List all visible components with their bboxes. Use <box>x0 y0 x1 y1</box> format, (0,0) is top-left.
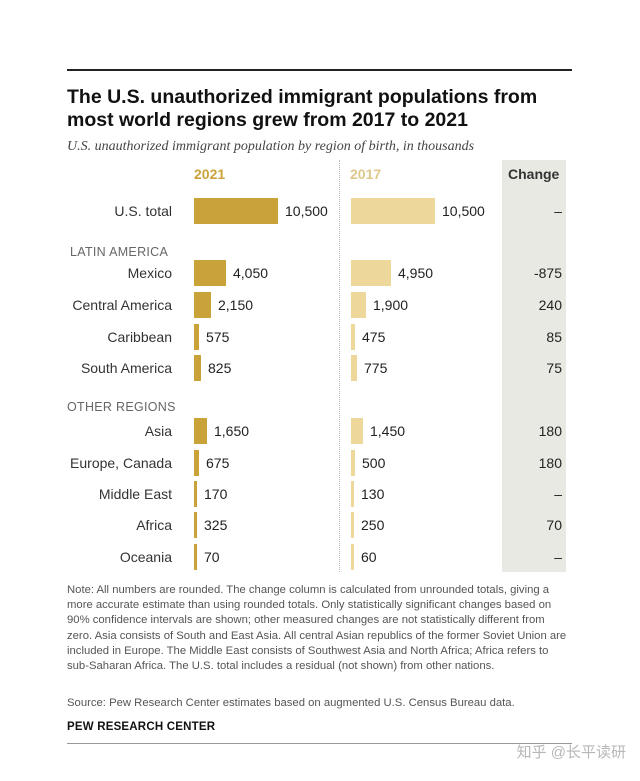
watermark: 知乎 @长平读研 <box>516 744 626 761</box>
table-row: Middle East 170 130 – <box>0 481 640 507</box>
value-label-2017: 1,900 <box>373 297 409 313</box>
region-label: Middle East <box>98 486 172 502</box>
value-label-2021: 170 <box>204 486 228 502</box>
table-row: Africa 325 250 70 <box>0 512 640 538</box>
bar-2017 <box>351 198 435 224</box>
publisher-name: PEW RESEARCH CENTER <box>67 721 216 733</box>
bar-2021 <box>194 418 207 444</box>
table-row: Caribbean 575 475 85 <box>0 324 640 350</box>
bar-2017 <box>351 324 355 350</box>
value-label-2017: 250 <box>361 517 385 533</box>
table-row: Mexico 4,050 4,950 -875 <box>0 260 640 286</box>
column-header-2021: 2021 <box>194 166 226 182</box>
column-header-2017: 2017 <box>350 166 382 182</box>
bar-2017 <box>351 544 354 570</box>
value-label-2021: 10,500 <box>285 203 328 219</box>
change-value: – <box>554 549 562 565</box>
change-value: 85 <box>546 329 562 345</box>
region-label: Central America <box>72 297 172 313</box>
change-column-background <box>502 160 566 572</box>
change-value: – <box>554 203 562 219</box>
chart-source: Source: Pew Research Center estimates ba… <box>67 697 515 709</box>
value-label-2017: 775 <box>364 360 388 376</box>
bar-2021 <box>194 198 278 224</box>
region-label: U.S. total <box>114 203 172 219</box>
value-label-2017: 475 <box>362 329 386 345</box>
bar-2017 <box>351 260 391 286</box>
chart-title: The U.S. unauthorized immigrant populati… <box>67 86 538 131</box>
bar-2021 <box>194 544 197 570</box>
bar-2017 <box>351 418 363 444</box>
value-label-2017: 130 <box>361 486 385 502</box>
bar-2021 <box>194 292 211 318</box>
value-label-2021: 825 <box>208 360 232 376</box>
column-header-change: Change <box>508 166 560 182</box>
table-row: Oceania 70 60 – <box>0 544 640 570</box>
change-value: -875 <box>533 265 562 281</box>
chart-note: Note: All numbers are rounded. The chang… <box>67 584 567 673</box>
region-label: Asia <box>144 423 172 439</box>
table-row: South America 825 775 75 <box>0 355 640 381</box>
region-label: Caribbean <box>107 329 172 345</box>
value-label-2021: 2,150 <box>218 297 254 313</box>
value-label-2021: 325 <box>204 517 228 533</box>
column-divider <box>339 160 340 572</box>
region-label: Europe, Canada <box>70 455 172 471</box>
bar-2021 <box>194 260 226 286</box>
value-label-2021: 1,650 <box>214 423 250 439</box>
chart-subtitle: U.S. unauthorized immigrant population b… <box>67 139 475 154</box>
bar-2017 <box>351 512 354 538</box>
change-value: 75 <box>546 360 562 376</box>
bar-2021 <box>194 481 197 507</box>
change-value: 180 <box>538 455 562 471</box>
value-label-2021: 675 <box>206 455 230 471</box>
table-row: U.S. total 10,500 10,500 – <box>0 198 640 224</box>
bar-2021 <box>194 355 201 381</box>
region-label: Oceania <box>119 549 172 565</box>
top-rule <box>67 69 572 71</box>
change-value: 70 <box>546 517 562 533</box>
bottom-rule <box>67 743 572 744</box>
value-label-2017: 10,500 <box>442 203 485 219</box>
value-label-2017: 1,450 <box>370 423 406 439</box>
value-label-2017: 4,950 <box>398 265 434 281</box>
bar-2021 <box>194 450 199 476</box>
section-label: LATIN AMERICA <box>70 245 169 259</box>
table-row: Asia 1,650 1,450 180 <box>0 418 640 444</box>
value-label-2017: 500 <box>362 455 386 471</box>
bar-2017 <box>351 481 354 507</box>
bar-2021 <box>194 512 197 538</box>
region-label: Africa <box>136 517 172 533</box>
section-label: OTHER REGIONS <box>67 400 176 414</box>
bar-2017 <box>351 292 366 318</box>
table-row: Europe, Canada 675 500 180 <box>0 450 640 476</box>
region-label: Mexico <box>127 265 172 281</box>
value-label-2021: 70 <box>204 549 220 565</box>
value-label-2021: 575 <box>206 329 230 345</box>
change-value: – <box>554 486 562 502</box>
bar-2017 <box>351 450 355 476</box>
change-value: 180 <box>538 423 562 439</box>
region-label: South America <box>80 360 172 376</box>
bar-2017 <box>351 355 357 381</box>
value-label-2017: 60 <box>361 549 377 565</box>
table-row: Central America 2,150 1,900 240 <box>0 292 640 318</box>
change-value: 240 <box>538 297 562 313</box>
value-label-2021: 4,050 <box>233 265 269 281</box>
bar-2021 <box>194 324 199 350</box>
